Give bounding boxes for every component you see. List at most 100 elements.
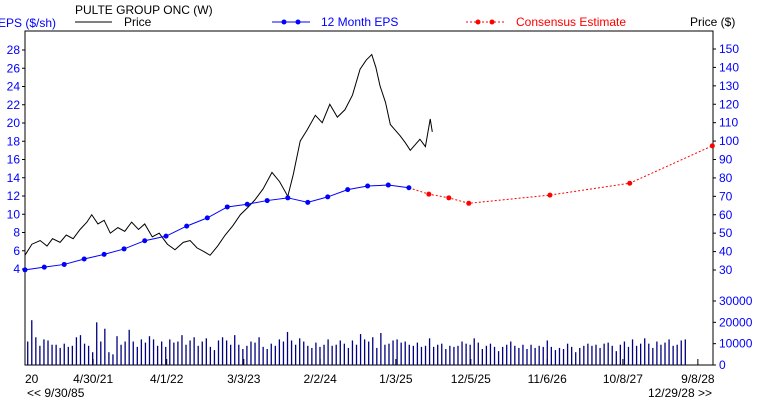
volume-bar bbox=[514, 345, 516, 365]
volume-bar bbox=[615, 351, 617, 365]
volume-bar bbox=[668, 339, 670, 365]
eps-point bbox=[325, 194, 331, 200]
volume-bar bbox=[376, 347, 378, 365]
volume-bar bbox=[522, 344, 524, 365]
eps-point bbox=[264, 198, 270, 204]
volume-bar bbox=[477, 342, 479, 365]
volume-bar bbox=[481, 349, 483, 365]
price-tick-label: 140 bbox=[719, 60, 739, 74]
volume-bar bbox=[461, 341, 463, 365]
legend-eps-label: 12 Month EPS bbox=[321, 15, 398, 29]
legend-price-label: Price bbox=[124, 15, 152, 29]
volume-bar bbox=[92, 352, 94, 365]
volume-bar bbox=[627, 346, 630, 365]
volume-bar bbox=[311, 347, 313, 365]
price-tick-label: 70 bbox=[719, 189, 733, 203]
volume-bar bbox=[266, 349, 268, 365]
volume-bar bbox=[506, 344, 508, 365]
volume-bar bbox=[140, 339, 143, 365]
volume-bar bbox=[404, 341, 406, 365]
volume-bar bbox=[27, 341, 29, 365]
volume-bar bbox=[262, 346, 264, 365]
x-tick-label: 4/1/22 bbox=[150, 372, 184, 386]
volume-bar bbox=[359, 334, 362, 365]
volume-bar bbox=[327, 339, 329, 365]
volume-bar bbox=[607, 342, 609, 365]
volume-bar bbox=[485, 345, 488, 365]
price-tick-label: 100 bbox=[719, 134, 739, 148]
eps-point bbox=[224, 204, 230, 210]
volume-bar bbox=[530, 344, 532, 365]
volume-bar bbox=[672, 345, 674, 365]
volume-bar bbox=[534, 347, 536, 365]
volume-bar bbox=[465, 343, 467, 365]
volume-bar bbox=[75, 337, 78, 365]
volume-bar bbox=[384, 344, 386, 365]
x-tick-label: 12/5/25 bbox=[451, 372, 491, 386]
volume-bar bbox=[469, 344, 471, 365]
x-tick-label: 9/8/28 bbox=[681, 372, 715, 386]
eps-point bbox=[163, 233, 169, 239]
range-end-link[interactable]: 12/29/28 >> bbox=[648, 386, 712, 400]
estimate-point bbox=[446, 195, 452, 201]
volume-bar bbox=[664, 342, 666, 365]
x-tick-label: 4/30/21 bbox=[73, 372, 113, 386]
volume-bar bbox=[39, 345, 41, 365]
volume-bar bbox=[254, 342, 256, 365]
volume-bar bbox=[644, 338, 646, 365]
price-tick-label: 110 bbox=[719, 116, 738, 130]
eps-tick-label: 26 bbox=[7, 61, 21, 75]
price-tick-label: 130 bbox=[719, 79, 739, 93]
volume-bar bbox=[177, 341, 179, 365]
volume-bar bbox=[550, 346, 553, 365]
price-line bbox=[24, 53, 433, 256]
price-tick-label: 120 bbox=[719, 97, 739, 111]
volume-bar bbox=[217, 340, 220, 365]
eps-tick-label: 16 bbox=[7, 153, 21, 167]
eps-tick-label: 22 bbox=[7, 98, 21, 112]
eps-tick-label: 8 bbox=[13, 226, 20, 240]
volume-bar bbox=[558, 347, 561, 365]
eps-point bbox=[81, 256, 87, 262]
volume-bar bbox=[230, 344, 232, 365]
volume-bar bbox=[148, 336, 151, 365]
range-start-link[interactable]: << 9/30/85 bbox=[27, 386, 85, 400]
estimate-point bbox=[426, 191, 432, 197]
eps-point bbox=[285, 195, 291, 201]
eps-point bbox=[184, 223, 190, 229]
price-tick-label: 50 bbox=[719, 226, 733, 240]
volume-bar bbox=[71, 345, 74, 365]
volume-bar bbox=[67, 346, 69, 365]
volume-bar bbox=[363, 339, 366, 365]
volume-bar bbox=[676, 344, 678, 365]
volume-bar bbox=[380, 333, 382, 365]
x-tick-label: 11/6/26 bbox=[528, 372, 567, 386]
volume-bar bbox=[128, 329, 130, 365]
volume-bar bbox=[55, 344, 57, 365]
volume-bar bbox=[205, 338, 207, 365]
eps-tick-label: 14 bbox=[7, 171, 21, 185]
estimate-point bbox=[627, 180, 633, 186]
volume-bar bbox=[355, 344, 358, 365]
volume-bar bbox=[595, 344, 597, 365]
volume-bar bbox=[173, 342, 175, 365]
eps-tick-label: 6 bbox=[13, 244, 20, 258]
eps-tick-label: 28 bbox=[7, 43, 21, 57]
volume-bar bbox=[335, 344, 337, 365]
volume-bar bbox=[339, 340, 341, 365]
volume-bar bbox=[441, 343, 443, 365]
volume-bar bbox=[546, 340, 548, 365]
volume-bar bbox=[542, 346, 544, 365]
volume-bar bbox=[372, 337, 374, 365]
estimate-line bbox=[408, 145, 713, 204]
volume-bar bbox=[368, 341, 370, 365]
volume-bar bbox=[152, 339, 155, 365]
eps-point bbox=[121, 246, 127, 252]
volume-bar bbox=[680, 340, 682, 365]
volume-bar bbox=[652, 347, 654, 365]
volume-bar bbox=[185, 344, 187, 365]
volume-bar bbox=[660, 344, 662, 365]
volume-bar bbox=[35, 337, 37, 365]
volume-bar bbox=[457, 345, 459, 365]
